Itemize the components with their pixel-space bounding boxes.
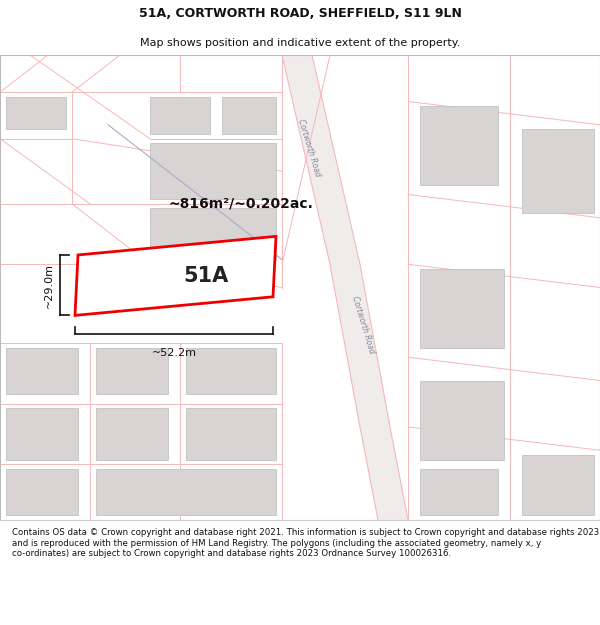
Polygon shape: [186, 408, 276, 459]
Polygon shape: [222, 97, 276, 134]
Polygon shape: [420, 469, 498, 516]
Polygon shape: [420, 381, 504, 459]
Text: ~52.2m: ~52.2m: [152, 348, 197, 358]
Polygon shape: [96, 408, 168, 459]
Text: ~29.0m: ~29.0m: [44, 262, 54, 308]
Polygon shape: [75, 236, 276, 316]
Polygon shape: [6, 348, 78, 394]
Polygon shape: [420, 106, 498, 185]
Polygon shape: [150, 209, 276, 259]
Text: Contains OS data © Crown copyright and database right 2021. This information is : Contains OS data © Crown copyright and d…: [12, 528, 599, 558]
Polygon shape: [420, 269, 504, 348]
Polygon shape: [282, 55, 408, 520]
Polygon shape: [96, 348, 168, 394]
Text: 51A: 51A: [183, 266, 228, 286]
Text: 51A, CORTWORTH ROAD, SHEFFIELD, S11 9LN: 51A, CORTWORTH ROAD, SHEFFIELD, S11 9LN: [139, 8, 461, 20]
Polygon shape: [6, 469, 78, 516]
Polygon shape: [6, 97, 66, 129]
Polygon shape: [96, 469, 276, 516]
Polygon shape: [150, 97, 210, 134]
Text: Cortworth Road: Cortworth Road: [296, 118, 322, 178]
Polygon shape: [522, 455, 594, 516]
Polygon shape: [6, 408, 78, 459]
Text: Cortworth Road: Cortworth Road: [350, 295, 376, 354]
Text: ~816m²/~0.202ac.: ~816m²/~0.202ac.: [168, 197, 313, 211]
Text: Map shows position and indicative extent of the property.: Map shows position and indicative extent…: [140, 38, 460, 48]
Polygon shape: [186, 348, 276, 394]
Polygon shape: [150, 143, 276, 199]
Polygon shape: [522, 129, 594, 213]
